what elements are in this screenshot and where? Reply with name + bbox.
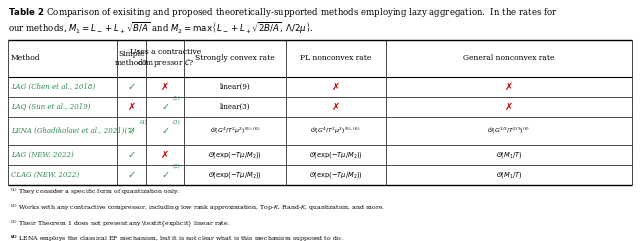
Text: ✓: ✓ — [161, 126, 170, 136]
Text: ✓: ✓ — [127, 82, 136, 92]
Text: $\mathcal{O}(M_1/T)$: $\mathcal{O}(M_1/T)$ — [495, 150, 522, 160]
Text: ✓: ✓ — [127, 126, 136, 136]
Text: ✗: ✗ — [332, 102, 340, 112]
Text: linear(9): linear(9) — [220, 83, 250, 91]
Text: $\mathcal{O}(\exp(-T\mu/M_2))$: $\mathcal{O}(\exp(-T\mu/M_2))$ — [208, 170, 262, 180]
Text: $\mathcal{O}(G^4/T^2\mu^2)^{(5),(6)}$: $\mathcal{O}(G^4/T^2\mu^2)^{(5),(6)}$ — [210, 126, 260, 136]
Text: Uses a contractive
compressor $\mathcal{C}$?: Uses a contractive compressor $\mathcal{… — [130, 48, 201, 69]
Text: ✓: ✓ — [161, 102, 170, 112]
Text: (2): (2) — [173, 164, 181, 169]
Text: CLAG (NEW, 2022): CLAG (NEW, 2022) — [11, 171, 79, 179]
Text: $^{(3)}$ Their Theorem 1 does not present any \textit{explicit} linear rate.: $^{(3)}$ Their Theorem 1 does not presen… — [10, 218, 230, 229]
Text: ✗: ✗ — [161, 150, 170, 160]
Text: our methods, $M_1 = L_- + L_+\sqrt{B/A}$ and $M_2 = \max\left\{L_- + L_+\sqrt{2B: our methods, $M_1 = L_- + L_+\sqrt{B/A}$… — [8, 20, 314, 36]
Text: $^{(1)}$ They consider a specific form of quantization only.: $^{(1)}$ They consider a specific form o… — [10, 187, 180, 197]
Text: (1): (1) — [173, 96, 181, 101]
Text: $\mathcal{O}(\exp(-T\mu/M_2))$: $\mathcal{O}(\exp(-T\mu/M_2))$ — [208, 150, 262, 160]
Text: $\mathcal{O}(G^{1/3}/T^{2/3})^{(6)}$: $\mathcal{O}(G^{1/3}/T^{2/3})^{(6)}$ — [487, 126, 531, 136]
Text: $^{(4)}$ LENA employs the classical EF mechanism, but it is not clear what is th: $^{(4)}$ LENA employs the classical EF m… — [10, 234, 343, 241]
Text: Simple
method?: Simple method? — [115, 50, 148, 67]
Text: ✗: ✗ — [505, 102, 513, 112]
Text: ✓: ✓ — [161, 170, 170, 180]
Text: $\mathcal{O}(\exp(-T\mu/M_2))$: $\mathcal{O}(\exp(-T\mu/M_2))$ — [308, 170, 362, 180]
Text: ✗: ✗ — [505, 82, 513, 92]
Text: LAG (NEW, 2022): LAG (NEW, 2022) — [11, 151, 74, 159]
Text: ✗: ✗ — [161, 82, 170, 92]
Text: PL nonconvex rate: PL nonconvex rate — [300, 54, 371, 62]
Text: ✗: ✗ — [127, 102, 136, 112]
Text: (4): (4) — [140, 120, 147, 125]
Text: $\mathcal{O}(M_1/T)$: $\mathcal{O}(M_1/T)$ — [495, 170, 522, 180]
Text: ✓: ✓ — [127, 170, 136, 180]
Text: $\mathcal{O}(\exp(-T\mu/M_2))$: $\mathcal{O}(\exp(-T\mu/M_2))$ — [308, 150, 362, 160]
Text: Method: Method — [11, 54, 40, 62]
Text: ✗: ✗ — [332, 82, 340, 92]
Text: $^{(2)}$ Works with any contractive compressor, including low rank approximation: $^{(2)}$ Works with any contractive comp… — [10, 203, 385, 213]
Text: (3): (3) — [173, 120, 181, 125]
Text: linear(3): linear(3) — [220, 103, 250, 111]
Text: General nonconvex rate: General nonconvex rate — [463, 54, 555, 62]
Text: $\mathcal{O}(G^4/T^2\mu^2)^{(5),(6)}$: $\mathcal{O}(G^4/T^2\mu^2)^{(5),(6)}$ — [310, 126, 361, 136]
Text: $\mathbf{Table\ 2}$ Comparison of exisiting and proposed theoretically-supported: $\mathbf{Table\ 2}$ Comparison of exisit… — [8, 6, 557, 19]
Text: LENA (Ghadikolaei et al., 2021)(7): LENA (Ghadikolaei et al., 2021)(7) — [11, 127, 134, 135]
Text: Strongly convex rate: Strongly convex rate — [195, 54, 275, 62]
Text: $^{(4)}$: $^{(4)}$ — [10, 234, 18, 241]
Text: ✓: ✓ — [127, 150, 136, 160]
Text: LAQ (Sun et al., 2019): LAQ (Sun et al., 2019) — [11, 103, 90, 111]
Text: LAG (Chen et al., 2018): LAG (Chen et al., 2018) — [11, 83, 95, 91]
